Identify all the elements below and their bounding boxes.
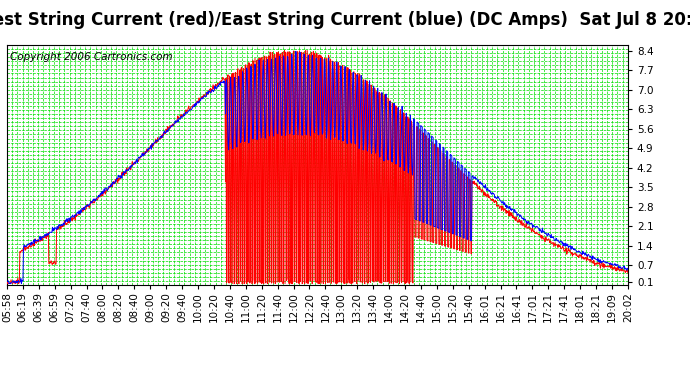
Text: Copyright 2006 Cartronics.com: Copyright 2006 Cartronics.com [10,52,172,62]
Text: West String Current (red)/East String Current (blue) (DC Amps)  Sat Jul 8 20:21: West String Current (red)/East String Cu… [0,11,690,29]
